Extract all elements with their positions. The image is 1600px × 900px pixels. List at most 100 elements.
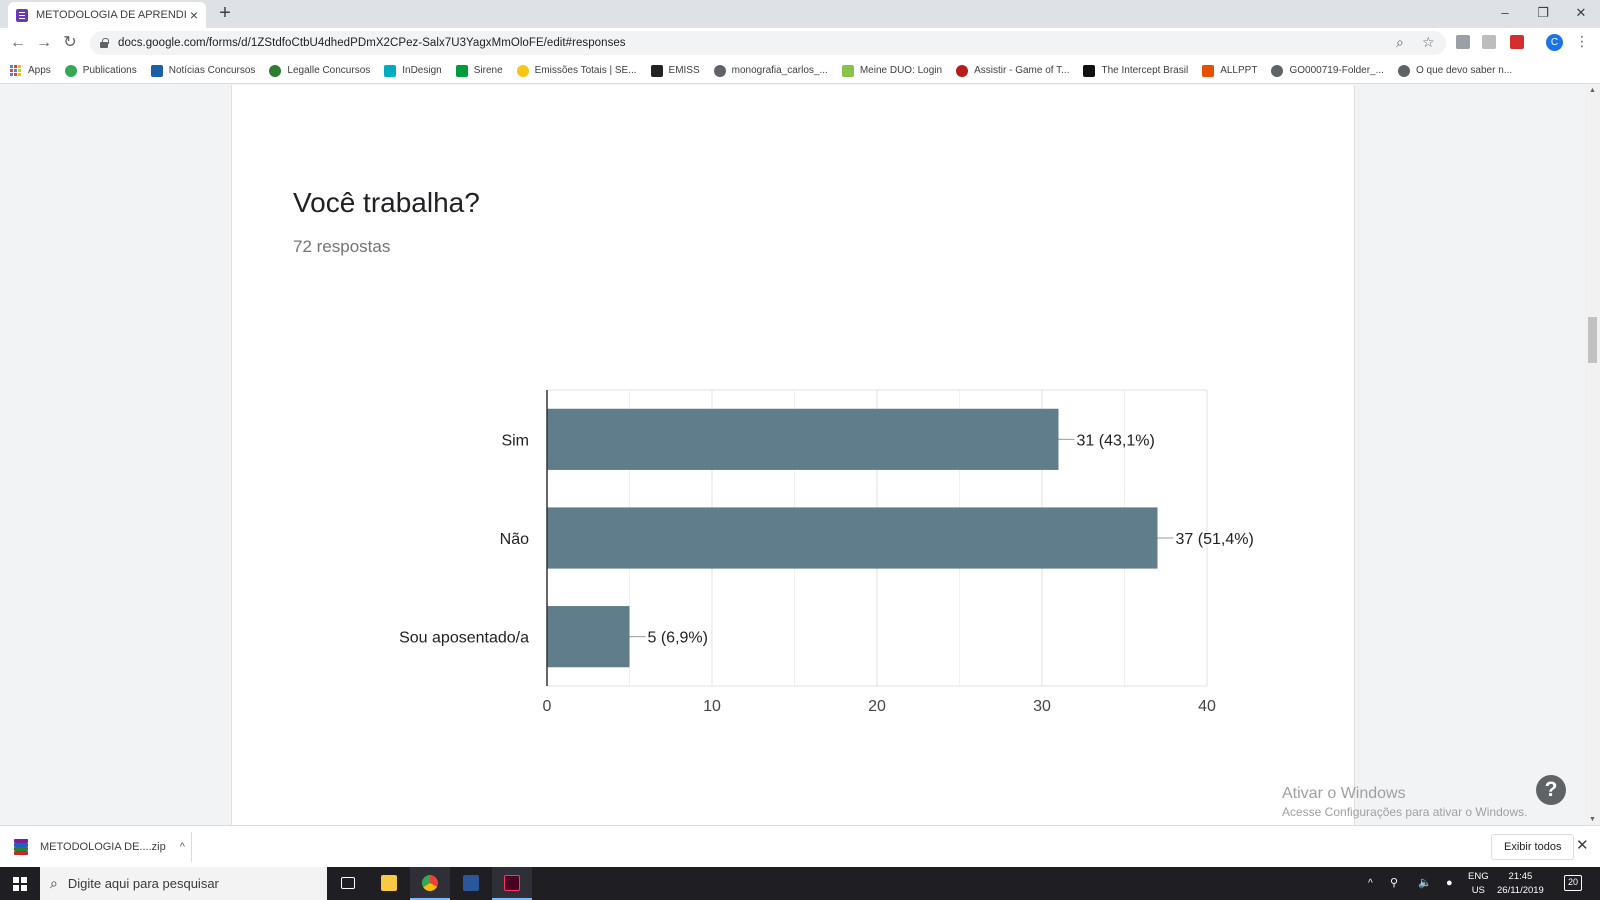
x-tick-label: 40 (1198, 698, 1216, 715)
intercept-icon (1083, 64, 1096, 77)
clock-time: 21:45 (1508, 871, 1533, 882)
bookmark-legalle[interactable]: Legalle Concursos (269, 64, 370, 77)
data-label: 5 (6,9%) (648, 630, 708, 647)
scroll-down-arrow-icon[interactable]: ▼ (1589, 816, 1596, 823)
duo-icon (841, 64, 854, 77)
bookmark-o-que-devo[interactable]: O que devo saber n... (1397, 64, 1512, 77)
browser-toolbar: ← → ↻ docs.google.com/forms/d/1ZStdfoCtb… (0, 28, 1600, 58)
chevron-up-icon[interactable]: ^ (179, 841, 185, 853)
watermark-title: Ativar o Windows (1282, 785, 1406, 802)
extension-red-icon[interactable] (1510, 35, 1524, 49)
x-tick-label: 0 (543, 698, 552, 715)
google-forms-icon (16, 8, 28, 22)
close-window-button[interactable]: ✕ (1575, 5, 1587, 20)
profile-avatar[interactable]: C (1546, 34, 1563, 51)
download-item[interactable]: METODOLOGIA DE....zip ^ (14, 832, 192, 862)
file-explorer-icon (381, 875, 397, 891)
address-bar[interactable]: docs.google.com/forms/d/1ZStdfoCtbU4dhed… (90, 31, 1446, 55)
globe-icon (713, 64, 726, 77)
scroll-up-arrow-icon[interactable]: ▲ (1589, 87, 1596, 94)
minimize-button[interactable]: – (1501, 5, 1509, 20)
bookmarks-bar: Apps Publications Notícias Concursos Leg… (0, 58, 1600, 84)
show-all-downloads-button[interactable]: Exibir todos (1491, 834, 1575, 860)
bookmark-go000719[interactable]: GO000719-Folder_... (1271, 64, 1384, 77)
volume-icon[interactable]: 🔈 (1418, 877, 1432, 889)
extension-clipboard-icon[interactable] (1482, 35, 1496, 49)
extension-camera-icon[interactable] (1456, 35, 1470, 49)
response-count: 72 respostas (293, 237, 391, 256)
category-label: Sou aposentado/a (399, 630, 529, 647)
window-controls: – ❐ ✕ (1486, 0, 1600, 28)
bookmark-emiss[interactable]: EMISS (650, 64, 700, 77)
restore-button[interactable]: ❐ (1537, 5, 1549, 20)
weather-icon[interactable]: ● (1446, 877, 1453, 889)
bookmark-noticias[interactable]: Notícias Concursos (150, 64, 255, 77)
reload-icon[interactable]: ↻ (63, 34, 77, 51)
bookmark-apps[interactable]: Apps (10, 64, 51, 77)
taskbar-search-box[interactable]: ⌕ Digite aqui para pesquisar (40, 867, 327, 900)
search-placeholder: Digite aqui para pesquisar (67, 876, 219, 891)
category-label: Sim (501, 432, 529, 449)
task-view-button[interactable] (328, 867, 368, 900)
bookmark-allppt[interactable]: ALLPPT (1202, 64, 1257, 77)
globe-icon (1271, 64, 1284, 77)
help-button[interactable]: ? (1536, 775, 1566, 805)
got-icon (956, 64, 969, 77)
apps-grid-icon (10, 64, 22, 77)
more-menu-icon[interactable]: ⋮ (1575, 33, 1589, 49)
responses-bar-chart: 0 10 20 30 40 Sim 31 (43,1%) Não 37 (51,4%) Sou a… (399, 389, 1254, 715)
sirene-icon (455, 64, 468, 77)
new-tab-button[interactable]: + (219, 2, 231, 24)
legalle-icon (269, 64, 282, 77)
bar-0[interactable] (547, 408, 1059, 470)
download-file-name: METODOLOGIA DE....zip (40, 841, 166, 853)
clock-date: 26/11/2019 (1497, 885, 1544, 896)
lock-icon (100, 37, 109, 48)
back-arrow-icon[interactable]: ← (10, 34, 26, 51)
scroll-thumb[interactable] (1588, 317, 1597, 363)
url-text[interactable]: docs.google.com/forms/d/1ZStdfoCtbU4dhed… (118, 37, 626, 49)
publications-icon (64, 64, 77, 77)
bookmark-star-icon[interactable]: ☆ (1422, 34, 1435, 50)
bar-1[interactable] (547, 507, 1158, 569)
x-tick-label: 20 (868, 698, 886, 715)
forward-arrow-icon[interactable]: → (36, 34, 52, 51)
word-icon (463, 875, 479, 891)
close-tab-icon[interactable]: × (189, 7, 198, 23)
taskbar-file-explorer[interactable] (369, 867, 409, 900)
taskbar-indesign[interactable] (492, 867, 532, 900)
tray-chevron-icon[interactable]: ^ (1368, 878, 1373, 889)
globe-icon (1397, 64, 1410, 77)
watermark-subtitle: Acesse Configurações para ativar o Windo… (1282, 805, 1528, 819)
bookmark-monografia[interactable]: monografia_carlos_... (713, 64, 828, 77)
bookmark-indesign[interactable]: InDesign (384, 64, 442, 77)
windows-logo-icon (13, 877, 27, 891)
x-tick-label: 10 (703, 698, 721, 715)
x-tick-label: 30 (1033, 698, 1051, 715)
close-download-shelf-icon[interactable]: ✕ (1576, 837, 1589, 854)
noticias-icon (150, 64, 163, 77)
start-button[interactable] (0, 867, 40, 900)
zoom-icon[interactable]: ⌕ (1396, 34, 1404, 50)
page-scrollbar[interactable]: ▲ ▼ (1585, 85, 1600, 825)
utf-icon (650, 64, 663, 77)
bookmark-duo[interactable]: Meine DUO: Login (841, 64, 942, 77)
indesign-icon (384, 64, 397, 77)
bookmark-sirene[interactable]: Sirene (455, 64, 503, 77)
taskbar-clock[interactable]: 21:45 26/11/2019 (1497, 870, 1544, 898)
taskbar-chrome[interactable] (410, 867, 450, 900)
page-content: Você trabalha? 72 respostas 0 10 20 30 40 Sim… (0, 85, 1600, 825)
browser-tab[interactable]: METODOLOGIA DE APRENDIZAGEM × (8, 2, 206, 28)
bookmark-intercept[interactable]: The Intercept Brasil (1083, 64, 1188, 77)
bar-2[interactable] (547, 606, 630, 668)
taskbar-word[interactable] (451, 867, 491, 900)
language-indicator[interactable]: ENG US (1468, 871, 1489, 896)
bookmark-emissoes[interactable]: Emissões Totais | SE... (516, 64, 637, 77)
bookmark-got[interactable]: Assistir - Game of T... (956, 64, 1069, 77)
bookmark-publications[interactable]: Publications (64, 64, 137, 77)
windows-taskbar: ⌕ Digite aqui para pesquisar ^ ⚲ 🔈 ● ENG… (0, 867, 1600, 900)
notification-center-icon[interactable]: 20 (1564, 875, 1582, 891)
winrar-archive-icon (14, 839, 28, 855)
network-icon[interactable]: ⚲ (1390, 877, 1399, 889)
data-label: 37 (51,4%) (1176, 531, 1254, 548)
